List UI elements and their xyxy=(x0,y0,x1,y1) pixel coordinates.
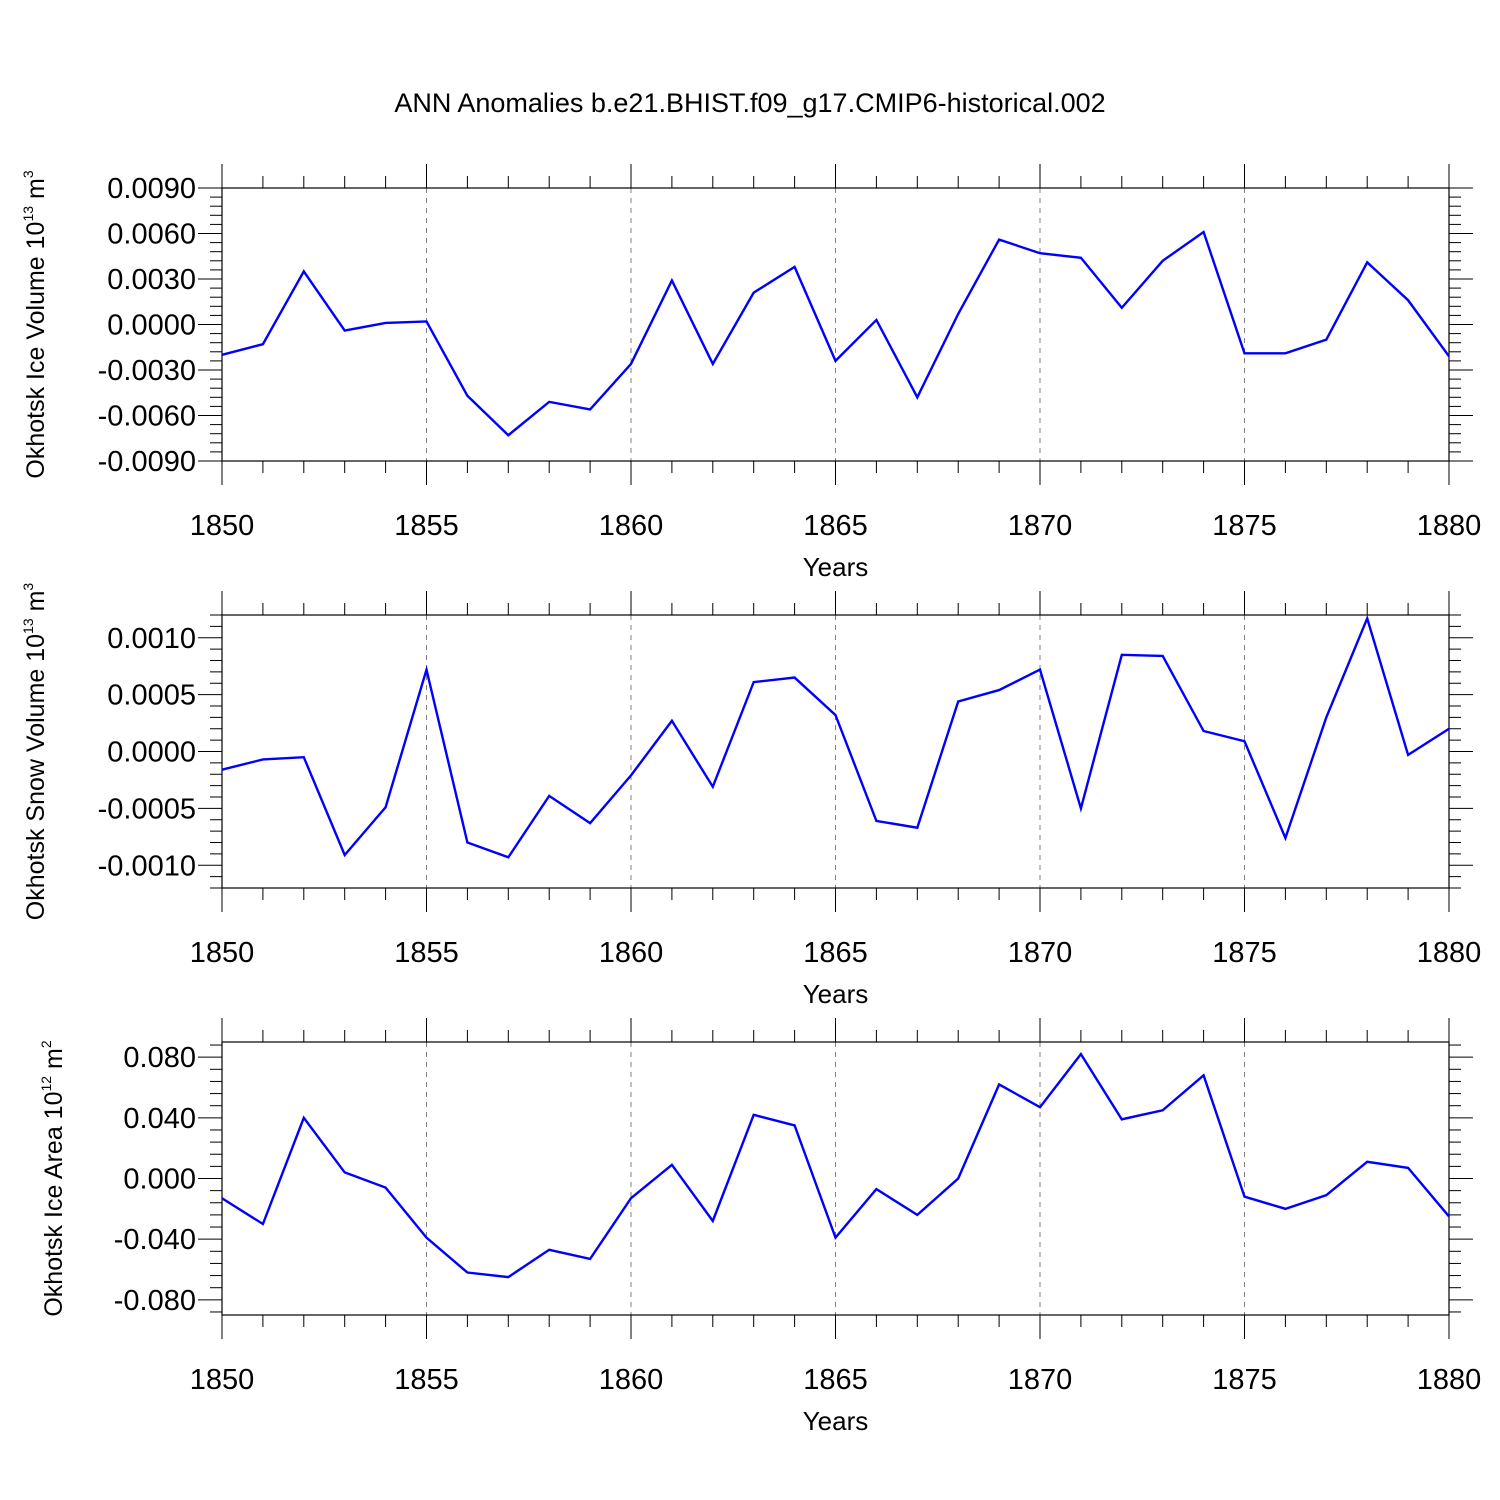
y-tick-label: -0.0010 xyxy=(98,850,196,882)
x-tick-label: 1860 xyxy=(599,937,664,969)
y-axis-label: Okhotsk Ice Volume 1013 m3 xyxy=(20,170,50,478)
x-axis-label: Years xyxy=(803,979,869,1009)
x-axis-label: Years xyxy=(803,1406,869,1436)
x-tick-label: 1865 xyxy=(803,937,868,969)
panel-2: -0.0010 -0.0005 0.0000 0.0005 0.0010 1850 1855… xyxy=(20,583,1481,1009)
y-tick-label: 0.080 xyxy=(123,1042,196,1074)
x-tick-label: 1875 xyxy=(1212,510,1277,542)
x-tick-label: 1860 xyxy=(599,510,664,542)
x-tick-label: 1880 xyxy=(1417,1364,1482,1396)
y-tick-label: 0.0000 xyxy=(107,310,196,342)
panel-3: -0.080 -0.040 0.000 0.040 0.080 1850 1855 1860 1… xyxy=(38,1018,1481,1436)
y-tick-label: -0.0060 xyxy=(98,401,196,433)
y-tick-label: 0.0000 xyxy=(107,737,196,769)
x-tick-label: 1855 xyxy=(394,937,459,969)
y-tick-label: 0.0005 xyxy=(107,680,196,712)
y-tick-label: 0.0060 xyxy=(107,219,196,251)
y-label-superscript: 3 xyxy=(20,583,36,591)
y-tick-label: 0.0030 xyxy=(107,264,196,296)
x-axis-label: Years xyxy=(803,552,869,582)
y-label-superscript: 12 xyxy=(38,1076,54,1092)
x-tick-label: 1875 xyxy=(1212,937,1277,969)
y-label-text: Okhotsk Ice Volume 10 xyxy=(22,222,50,479)
x-tick-label: 1870 xyxy=(1008,1364,1073,1396)
x-tick-label: 1855 xyxy=(394,1364,459,1396)
figure-title: ANN Anomalies b.e21.BHIST.f09_g17.CMIP6-… xyxy=(394,88,1105,118)
y-label-superscript: 3 xyxy=(20,170,36,178)
x-tick-label: 1850 xyxy=(190,510,255,542)
y-label-superscript: 13 xyxy=(20,206,36,222)
y-label-text: m xyxy=(22,178,50,206)
y-label-text: Okhotsk Ice Area 10 xyxy=(40,1092,68,1317)
y-axis-label: Okhotsk Snow Volume 1013 m3 xyxy=(20,583,50,921)
y-tick-label: 0.000 xyxy=(123,1164,196,1196)
y-tick-label: -0.0030 xyxy=(98,355,196,387)
y-label-superscript: 2 xyxy=(38,1040,54,1048)
y-label-text: m xyxy=(22,591,50,619)
panel-1: -0.0090 -0.0060 -0.0030 0.0000 0.0030 0.0060 0… xyxy=(20,164,1481,582)
x-tick-label: 1870 xyxy=(1008,510,1073,542)
y-tick-label: -0.0090 xyxy=(98,446,196,478)
x-tick-label: 1875 xyxy=(1212,1364,1277,1396)
panels: -0.0090 -0.0060 -0.0030 0.0000 0.0030 0.0060 0… xyxy=(20,164,1481,1436)
y-tick-label: 0.040 xyxy=(123,1103,196,1135)
x-tick-label: 1865 xyxy=(803,510,868,542)
y-tick-label: -0.0005 xyxy=(98,793,196,825)
y-tick-label: -0.080 xyxy=(114,1285,196,1317)
y-label-superscript: 13 xyxy=(20,618,36,634)
y-label-text: Okhotsk Snow Volume 10 xyxy=(22,634,50,920)
y-axis-label: Okhotsk Ice Area 1012 m2 xyxy=(38,1040,68,1316)
x-tick-label: 1880 xyxy=(1417,937,1482,969)
y-tick-label: 0.0010 xyxy=(107,623,196,655)
x-tick-label: 1865 xyxy=(803,1364,868,1396)
x-tick-label: 1860 xyxy=(599,1364,664,1396)
y-label-text: m xyxy=(40,1048,68,1076)
x-tick-label: 1855 xyxy=(394,510,459,542)
x-tick-label: 1850 xyxy=(190,937,255,969)
x-tick-label: 1870 xyxy=(1008,937,1073,969)
y-tick-label: -0.040 xyxy=(114,1224,196,1256)
y-tick-label: 0.0090 xyxy=(107,173,196,205)
x-tick-label: 1850 xyxy=(190,1364,255,1396)
x-tick-label: 1880 xyxy=(1417,510,1482,542)
